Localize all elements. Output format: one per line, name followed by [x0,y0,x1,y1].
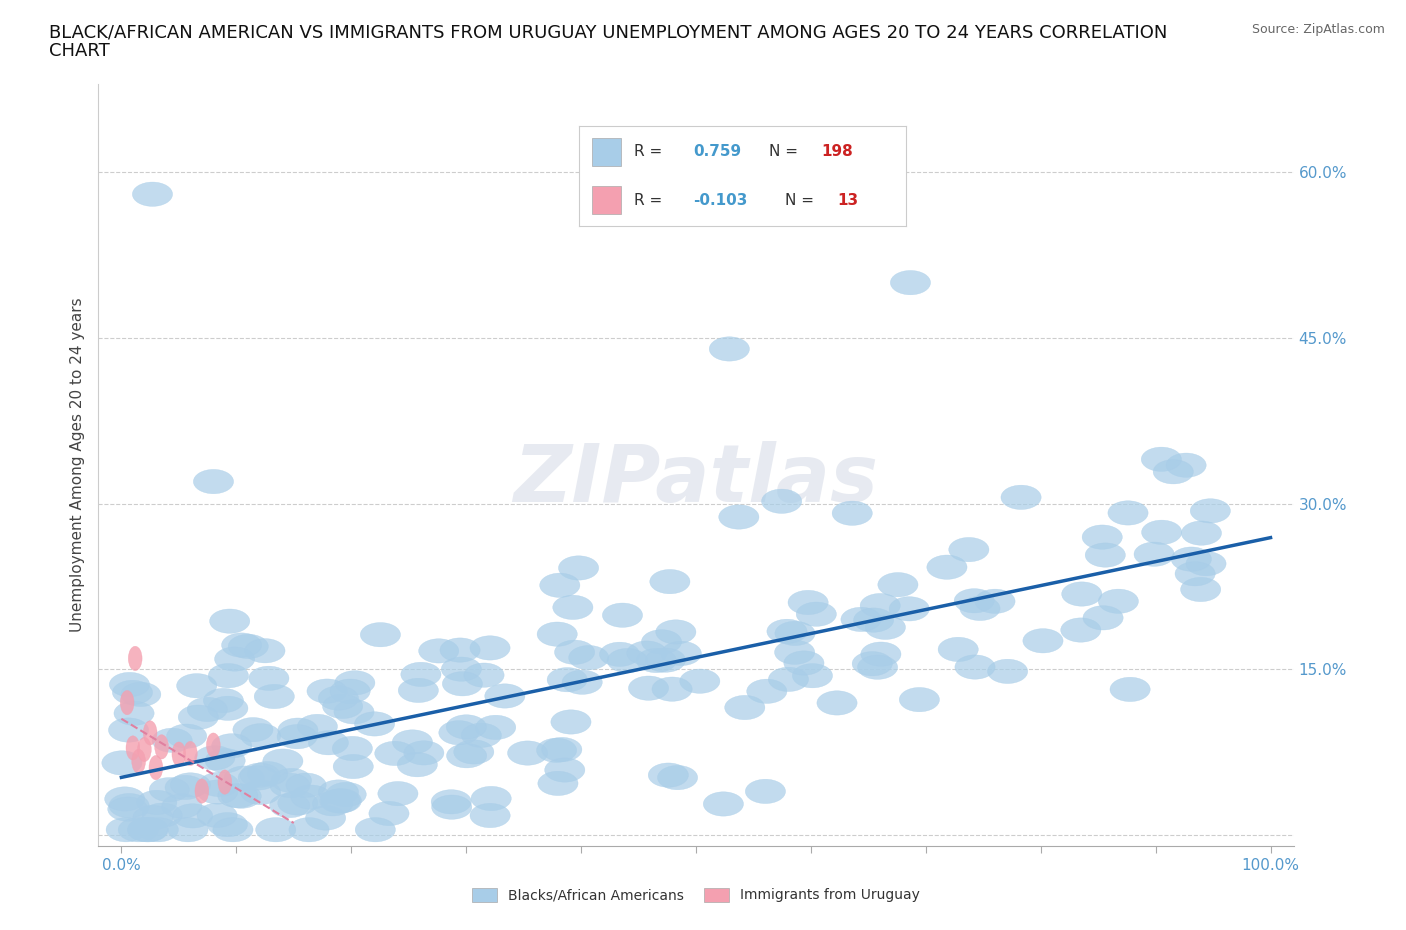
Text: R =: R = [634,144,668,159]
Text: N =: N = [769,144,803,159]
Text: R =: R = [634,193,668,207]
FancyBboxPatch shape [592,186,621,214]
Text: 198: 198 [821,144,852,159]
Text: Source: ZipAtlas.com: Source: ZipAtlas.com [1251,23,1385,36]
Text: CHART: CHART [49,42,110,60]
FancyBboxPatch shape [592,138,621,166]
Text: 0.759: 0.759 [693,144,741,159]
Text: N =: N = [785,193,818,207]
Text: 13: 13 [837,193,858,207]
Y-axis label: Unemployment Among Ages 20 to 24 years: Unemployment Among Ages 20 to 24 years [69,298,84,632]
Text: -0.103: -0.103 [693,193,748,207]
Legend: Blacks/African Americans, Immigrants from Uruguay: Blacks/African Americans, Immigrants fro… [465,882,927,908]
Text: ZIPatlas: ZIPatlas [513,441,879,519]
Text: BLACK/AFRICAN AMERICAN VS IMMIGRANTS FROM URUGUAY UNEMPLOYMENT AMONG AGES 20 TO : BLACK/AFRICAN AMERICAN VS IMMIGRANTS FRO… [49,23,1167,41]
